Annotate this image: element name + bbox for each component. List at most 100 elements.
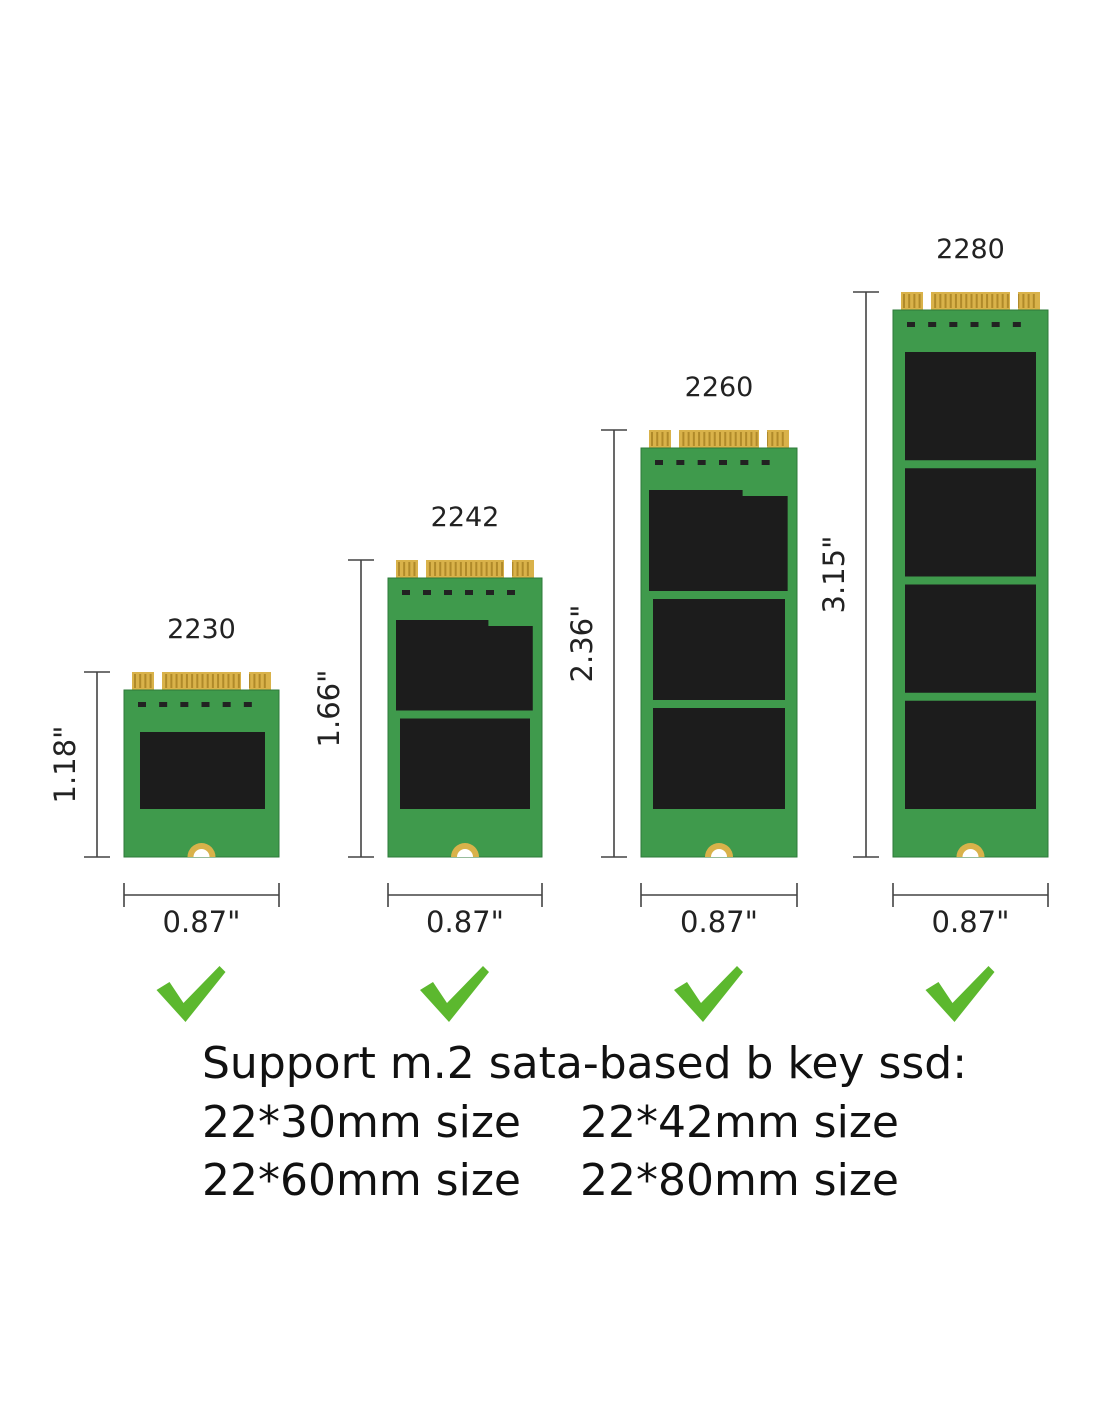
caption-size: 22*60mm size: [202, 1155, 521, 1206]
height-label: 3.15": [817, 536, 851, 614]
screw-hole: [457, 849, 473, 857]
pin: [991, 294, 994, 308]
component: [402, 590, 410, 595]
checkmark: [674, 966, 743, 1022]
pin: [222, 674, 225, 688]
pin: [196, 674, 199, 688]
width-label: 0.87": [680, 905, 758, 939]
pin: [750, 432, 753, 446]
chip: [396, 620, 489, 711]
component: [740, 460, 749, 465]
pin: [501, 562, 504, 576]
chip: [140, 732, 265, 809]
pin: [470, 562, 473, 576]
pin: [459, 562, 462, 576]
width-dimension: [640, 883, 798, 907]
pin: [206, 674, 209, 688]
pin: [428, 562, 431, 576]
notch: [923, 292, 931, 312]
pin: [398, 562, 400, 576]
chip: [649, 490, 743, 591]
height-dimension: [601, 429, 627, 858]
pin: [1027, 294, 1030, 308]
pin: [1001, 294, 1004, 308]
ssd-card: [640, 430, 798, 858]
pin: [766, 432, 769, 446]
pin: [201, 674, 204, 688]
component: [928, 322, 937, 327]
pin: [403, 562, 406, 576]
component: [719, 460, 727, 465]
pin: [413, 562, 416, 576]
component: [243, 702, 252, 707]
card-label: 2242: [431, 502, 500, 533]
pin: [682, 432, 685, 446]
pin: [908, 294, 911, 308]
pin: [939, 294, 942, 308]
pin: [511, 562, 514, 576]
pin: [180, 674, 183, 688]
ssd-card: [123, 672, 280, 858]
height-label: 1.18": [48, 726, 82, 804]
pin: [144, 674, 147, 688]
width-dimension: [123, 883, 280, 907]
pin: [745, 432, 748, 446]
pin: [934, 294, 937, 308]
pin: [526, 562, 529, 576]
pin: [698, 432, 701, 446]
pin: [692, 432, 695, 446]
chip: [653, 708, 785, 809]
component: [697, 460, 706, 465]
pin: [495, 562, 498, 576]
pin: [521, 562, 524, 576]
pin: [248, 674, 251, 688]
chip: [400, 718, 530, 809]
checkmark: [420, 966, 489, 1022]
notch: [671, 430, 679, 450]
pin: [139, 674, 142, 688]
pin: [755, 432, 758, 446]
notch: [418, 560, 426, 580]
component: [486, 590, 494, 595]
pin: [217, 674, 220, 688]
pin: [475, 562, 478, 576]
pin: [729, 432, 732, 446]
screw-hole: [962, 849, 979, 857]
component: [949, 322, 958, 327]
component: [201, 702, 210, 707]
pin: [913, 294, 916, 308]
chip: [905, 584, 1036, 693]
pin: [771, 432, 774, 446]
checkmark: [925, 966, 995, 1022]
pin: [960, 294, 963, 308]
notch: [1010, 292, 1018, 312]
pin: [444, 562, 447, 576]
pin: [719, 432, 721, 446]
pin: [211, 674, 214, 688]
pin: [134, 674, 136, 688]
pin: [490, 562, 493, 576]
card-label: 2230: [167, 614, 236, 645]
caption-title: Support m.2 sata-based b key ssd:: [202, 1038, 967, 1089]
pin: [970, 294, 973, 308]
component: [159, 702, 168, 707]
height-label: 2.36": [565, 605, 599, 683]
height-label: 1.66": [312, 670, 346, 748]
pin: [237, 674, 240, 688]
pin: [986, 294, 989, 308]
pin: [1006, 294, 1009, 308]
pin: [781, 432, 784, 446]
pin: [776, 432, 779, 446]
height-dimension: [84, 671, 110, 858]
chip: [905, 468, 1036, 577]
pin: [1032, 294, 1035, 308]
component: [444, 590, 452, 595]
chip: [486, 626, 533, 711]
pin: [996, 294, 999, 308]
chip: [740, 496, 788, 591]
pin: [449, 562, 452, 576]
pin: [170, 674, 173, 688]
chip: [905, 352, 1036, 461]
width-dimension: [892, 883, 1049, 907]
